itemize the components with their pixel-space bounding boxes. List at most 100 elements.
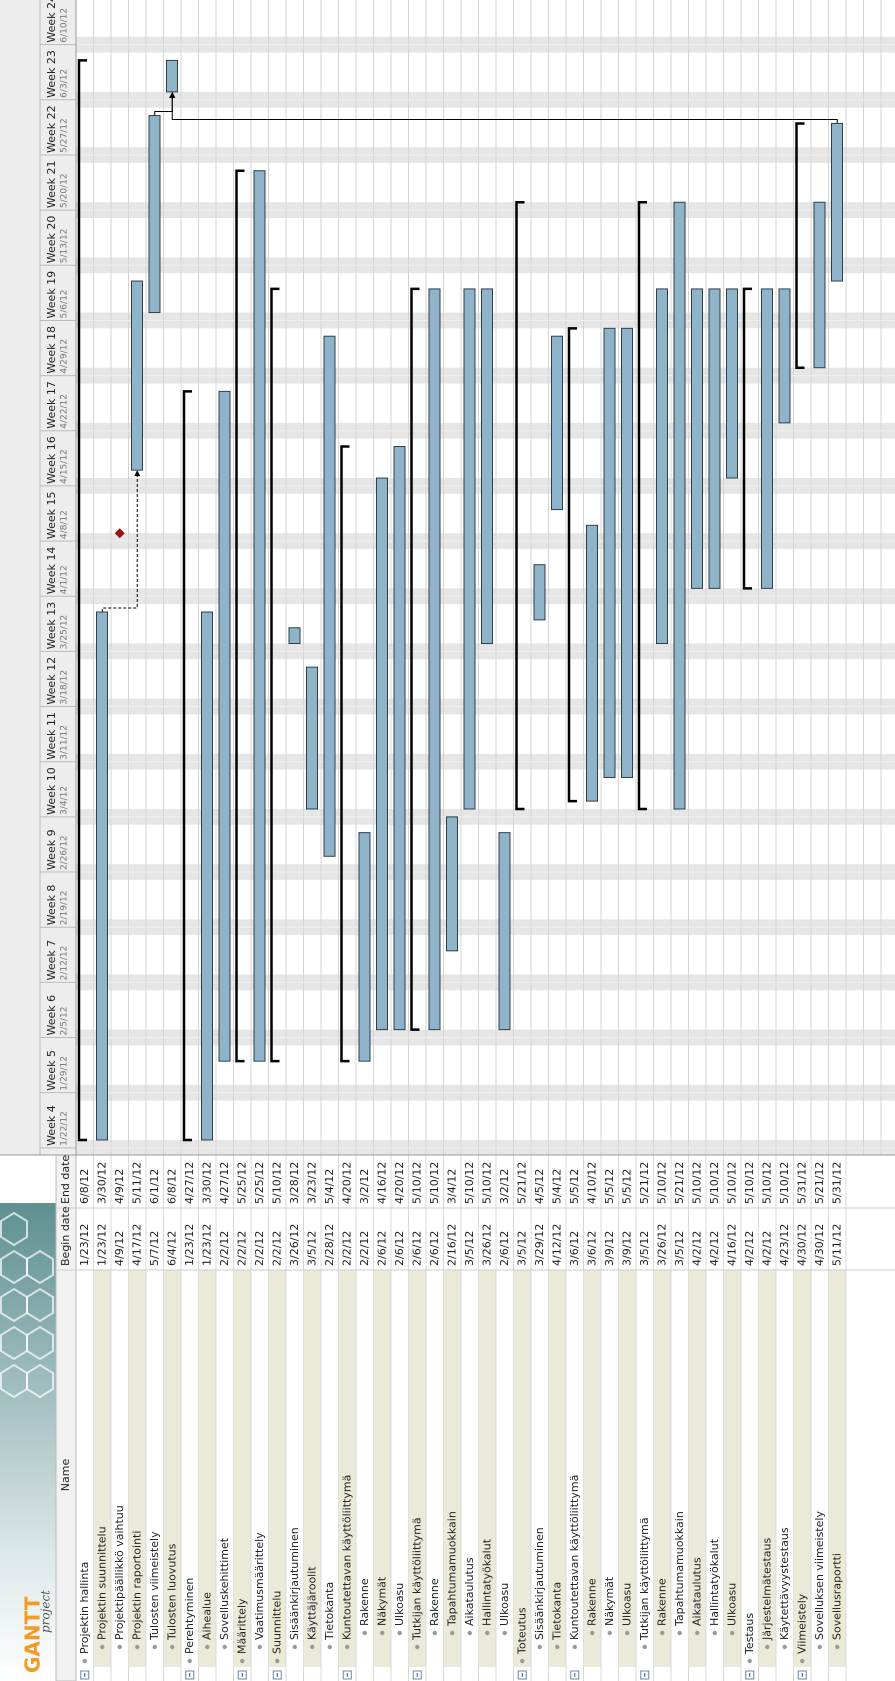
task-name[interactable]: Suunnittelu xyxy=(270,1591,283,1654)
task-name[interactable]: Aikataulutus xyxy=(463,1557,476,1626)
task-bullet xyxy=(782,1644,787,1650)
task-name[interactable]: Tutkijan käyttöliittymä xyxy=(410,1517,423,1641)
task-name[interactable]: Kuntoutettavan käyttöliittymä xyxy=(568,1475,581,1640)
task-name[interactable]: Toteutus xyxy=(515,1607,528,1655)
row-tint xyxy=(163,1270,181,1667)
row-tint xyxy=(758,1270,776,1667)
task-name[interactable]: Tietokanta xyxy=(550,1582,563,1641)
task-name[interactable]: Käytettävyystestaus xyxy=(778,1527,791,1640)
task-bar xyxy=(253,170,266,1062)
task-name[interactable]: Hallintatyökalut xyxy=(708,1538,721,1626)
task-name[interactable]: Sovellusraportti xyxy=(830,1553,843,1640)
task-end: 5/21/12 xyxy=(638,1162,651,1204)
task-name[interactable]: Projektin hallinta xyxy=(78,1562,91,1654)
task-bullet xyxy=(362,1630,367,1636)
row-tint xyxy=(583,1270,601,1667)
task-name[interactable]: Viimeistely xyxy=(795,1593,808,1654)
task-name[interactable]: Aihealue xyxy=(200,1592,213,1640)
row-tint xyxy=(513,1270,531,1667)
task-bullet xyxy=(450,1630,455,1636)
task-name[interactable]: Tapahtumamuokkain xyxy=(673,1511,686,1627)
task-name[interactable]: Projektin suunnittelu xyxy=(95,1526,108,1640)
task-name[interactable]: Rakenne xyxy=(358,1578,371,1626)
task-begin: 2/2/12 xyxy=(358,1231,371,1266)
task-begin: 3/5/12 xyxy=(673,1231,686,1266)
task-name[interactable]: Sisäänkirjautuminen xyxy=(288,1527,301,1640)
task-name[interactable]: Vaatimusmäärittely xyxy=(253,1532,266,1640)
task-bullet xyxy=(765,1644,770,1650)
task-name[interactable]: Tapahtumamuokkain xyxy=(445,1511,458,1627)
task-end: 4/20/12 xyxy=(393,1162,406,1204)
task-bar xyxy=(498,832,511,1031)
task-name[interactable]: Projektipäällikkö vaihtuu xyxy=(113,1505,126,1640)
task-bar xyxy=(691,288,703,589)
task-name[interactable]: Näkymät xyxy=(375,1576,388,1626)
task-begin: 5/7/12 xyxy=(148,1231,161,1266)
week-date: 5/20/12 xyxy=(60,173,70,208)
task-bullet xyxy=(660,1630,665,1636)
task-end: 5/31/12 xyxy=(795,1162,808,1204)
task-name[interactable]: Testaus xyxy=(743,1613,756,1655)
task-bullet xyxy=(800,1658,805,1664)
week-date: 5/13/12 xyxy=(60,229,70,264)
task-name[interactable]: Kuntoutettavan käyttöliittymä xyxy=(340,1475,353,1640)
task-begin: 3/6/12 xyxy=(568,1231,581,1266)
task-name[interactable]: Ulkoasu xyxy=(620,1583,633,1626)
task-bar xyxy=(621,327,633,778)
task-name[interactable]: Sovelluskehittimet xyxy=(218,1537,231,1640)
task-name[interactable]: Tutkijan käyttöliittymä xyxy=(638,1517,651,1641)
task-bullet xyxy=(187,1658,192,1664)
task-name[interactable]: Hallintatyökalut xyxy=(480,1538,493,1626)
task-end: 3/23/12 xyxy=(305,1162,318,1204)
week-label: Week 23 xyxy=(45,50,58,98)
task-name[interactable]: Sisäänkirjautuminen xyxy=(533,1527,546,1640)
task-begin: 1/23/12 xyxy=(78,1224,91,1266)
task-bar xyxy=(831,122,843,282)
task-end: 5/10/12 xyxy=(655,1162,668,1204)
task-begin: 4/2/12 xyxy=(690,1231,703,1266)
task-begin: 2/2/12 xyxy=(218,1231,231,1266)
task-name[interactable]: Ulkoasu xyxy=(393,1583,406,1626)
task-bar xyxy=(358,832,371,1062)
task-bar xyxy=(323,335,336,857)
task-name[interactable]: Projektin raportointi xyxy=(130,1531,143,1640)
milestone xyxy=(114,528,125,539)
task-name[interactable]: Tietokanta xyxy=(323,1582,336,1641)
task-bar xyxy=(166,59,178,93)
row-tint xyxy=(128,1270,146,1667)
week-date: 5/6/12 xyxy=(60,289,70,318)
summary-bar xyxy=(270,287,280,1063)
task-name[interactable]: Tulosten luovutus xyxy=(165,1543,178,1641)
logo-hex xyxy=(26,1363,54,1399)
task-end: 5/10/12 xyxy=(463,1162,476,1204)
logo-main: GANTT xyxy=(21,1596,45,1673)
task-end: 5/10/12 xyxy=(743,1162,756,1204)
task-bar xyxy=(393,446,406,1031)
task-begin: 2/6/12 xyxy=(410,1231,423,1266)
task-name[interactable]: Ulkoasu xyxy=(725,1583,738,1626)
row-tint xyxy=(443,1270,461,1667)
task-end: 5/4/12 xyxy=(323,1169,336,1204)
row-tint xyxy=(653,1270,671,1667)
task-name[interactable]: Näkymät xyxy=(603,1576,616,1626)
task-name[interactable]: Rakenne xyxy=(655,1578,668,1626)
task-begin: 2/6/12 xyxy=(428,1231,441,1266)
task-end: 5/10/12 xyxy=(760,1162,773,1204)
task-name[interactable]: Ulkoasu xyxy=(498,1583,511,1626)
task-name[interactable]: Määrittely xyxy=(235,1598,248,1654)
task-bullet xyxy=(467,1630,472,1636)
task-name[interactable]: Tulosten viimeistely xyxy=(148,1531,161,1641)
logo-hex xyxy=(26,1325,54,1361)
task-bullet xyxy=(100,1644,105,1650)
task-bar xyxy=(586,524,598,802)
task-bullet xyxy=(397,1630,402,1636)
task-name[interactable]: Järjestelmätestaus xyxy=(760,1538,773,1641)
task-name[interactable]: Perehtyminen xyxy=(183,1578,196,1654)
task-name[interactable]: Rakenne xyxy=(428,1578,441,1626)
task-name[interactable]: Rakenne xyxy=(585,1578,598,1626)
task-name[interactable]: Sovelluksen viimeistely xyxy=(813,1511,826,1640)
task-bullet xyxy=(205,1644,210,1650)
task-name[interactable]: Käyttäjäroolit xyxy=(305,1566,318,1640)
task-name[interactable]: Aikataulutus xyxy=(690,1557,703,1626)
